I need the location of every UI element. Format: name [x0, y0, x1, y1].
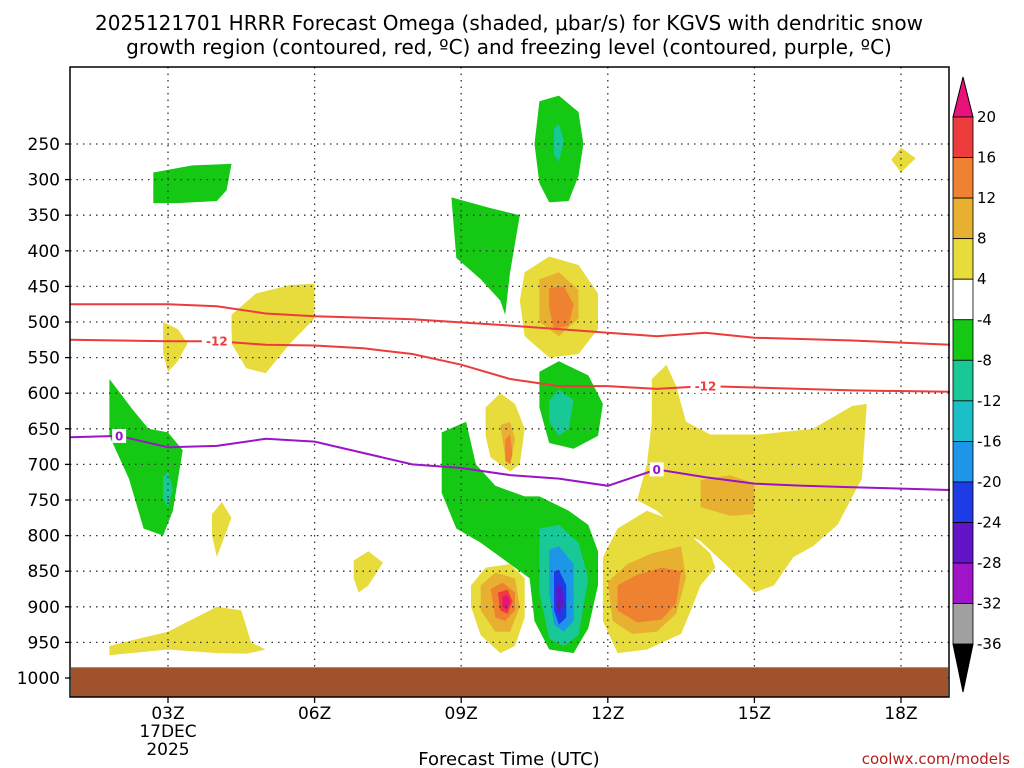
x-tick-label-15Z: 15Z	[738, 704, 771, 724]
y-tick-label-350: 350	[28, 206, 60, 226]
y-tick-label-800: 800	[28, 527, 60, 547]
contour-layer: -12 -12 0 0	[70, 303, 950, 491]
colorbar-tick-label: -12	[977, 392, 1002, 410]
omega-region-yellow-480	[231, 283, 315, 374]
colorbar-tick-label: -16	[977, 432, 1002, 450]
y-tick-label-600: 600	[28, 384, 60, 404]
colorbar-tick-label: -8	[977, 351, 992, 369]
colorbar-bottom-arrow	[952, 643, 974, 693]
y-tick-label-750: 750	[28, 491, 60, 511]
chart-title-line1: 2025121701 HRRR Forecast Omega (shaded, …	[95, 11, 923, 35]
contour-label-bg	[201, 334, 232, 349]
y-tick-label-1000: 1000	[17, 669, 60, 689]
y-tick-label-850: 850	[28, 562, 60, 582]
omega-region-orange-680	[505, 434, 513, 465]
omega-region-yellow-780-small	[212, 502, 232, 557]
omega-region-teal-250	[554, 124, 564, 162]
x-axis-label: Forecast Time (UTC)	[418, 749, 599, 768]
omega-region-green-350	[451, 197, 520, 315]
colorbar-top-arrow	[952, 76, 974, 118]
x-tick-label-03Z: 03Z	[151, 704, 184, 724]
contour-label-freezing-level: 0	[652, 463, 660, 477]
omega-region-orange-460	[549, 286, 574, 330]
colorbar-tick-label: -32	[977, 595, 1002, 613]
y-tick-label-450: 450	[28, 277, 60, 297]
chart-title-line2: growth region (contoured, red, ºC) and f…	[126, 35, 892, 59]
omega-region-yellow-270	[891, 147, 916, 173]
omega-region-orange-bottom-12z	[617, 567, 682, 623]
y-tick-label-650: 650	[28, 420, 60, 440]
omega-region-teal-735	[163, 471, 173, 508]
omega-region-green-300	[153, 163, 232, 204]
x-tick-label-09Z: 09Z	[445, 704, 478, 724]
y-tick-label-250: 250	[28, 135, 60, 155]
colorbar-band	[952, 481, 974, 523]
colorbar-band	[952, 238, 974, 280]
contour-label-bg	[649, 462, 664, 477]
contour-freezing-level	[70, 434, 950, 491]
colorbar-tick-label: 8	[977, 230, 987, 248]
colorbar-tick-label: 4	[977, 270, 987, 288]
contour-dgz-upper	[70, 303, 950, 346]
colorbar-band	[952, 359, 974, 402]
x-tick-label-06Z: 06Z	[298, 704, 331, 724]
colorbar-band	[952, 319, 974, 361]
omega-region-yellow-940	[109, 606, 266, 656]
omega-region-teal-620	[549, 389, 574, 436]
colorbar-band	[952, 603, 974, 645]
colorbar: 20 16 12 8 4 -4 -8 -12 -16 -20 -24 -28 -32 -36	[952, 76, 1002, 693]
y-tick-label-950: 950	[28, 633, 60, 653]
y-tick-label-500: 500	[28, 313, 60, 333]
contour-label-dgz-lower: -12	[206, 335, 228, 349]
x-tick-label-12Z: 12Z	[591, 704, 624, 724]
colorbar-band	[952, 116, 974, 158]
plot-area: -12 -12 0 0	[69, 66, 950, 698]
contour-label-freezing-level: 0	[115, 429, 123, 443]
colorbar-tick-label: -20	[977, 473, 1002, 491]
omega-region-yellow-525	[163, 322, 188, 372]
contour-label-bg	[112, 428, 127, 443]
y-tick-label-700: 700	[28, 455, 60, 475]
y-tick-label-900: 900	[28, 598, 60, 618]
colorbar-tick-label: -28	[977, 554, 1002, 572]
colorbar-band	[952, 400, 974, 442]
y-tick-label-550: 550	[28, 349, 60, 369]
colorbar-tick-label: 20	[977, 108, 996, 126]
ground-terrain	[71, 667, 948, 697]
x-tick-label-18Z: 18Z	[884, 704, 917, 724]
omega-region-gold-745	[700, 475, 755, 516]
credit-text: coolwx.com/models	[862, 750, 1010, 768]
colorbar-band	[952, 440, 974, 483]
colorbar-band	[952, 157, 974, 199]
plot-frame	[69, 66, 950, 698]
colorbar-band	[952, 197, 974, 240]
y-axis: 250 300 350 400 450 500 550 600 650 700 750 800 850 9…	[17, 135, 70, 689]
dotted-grid	[70, 67, 949, 697]
colorbar-band	[952, 562, 974, 604]
colorbar-tick-label: -24	[977, 514, 1002, 532]
colorbar-tick-label: 12	[977, 189, 996, 207]
colorbar-band	[952, 522, 974, 564]
omega-region-yellow-850-small	[353, 551, 383, 593]
colorbar-tick-label: -36	[977, 635, 1002, 653]
colorbar-tick-label: 16	[977, 149, 996, 167]
y-tick-label-300: 300	[28, 171, 60, 191]
contour-label-dgz-lower: -12	[695, 380, 717, 394]
contour-dgz-lower	[70, 338, 950, 393]
x-tick-year: 2025	[146, 740, 189, 760]
colorbar-band	[952, 278, 974, 321]
colorbar-tick-label: -4	[977, 311, 992, 329]
y-tick-label-400: 400	[28, 242, 60, 262]
x-tick-date: 17DEC	[139, 722, 196, 742]
contour-label-bg	[690, 379, 721, 394]
omega-region-magenta-885	[502, 594, 511, 611]
